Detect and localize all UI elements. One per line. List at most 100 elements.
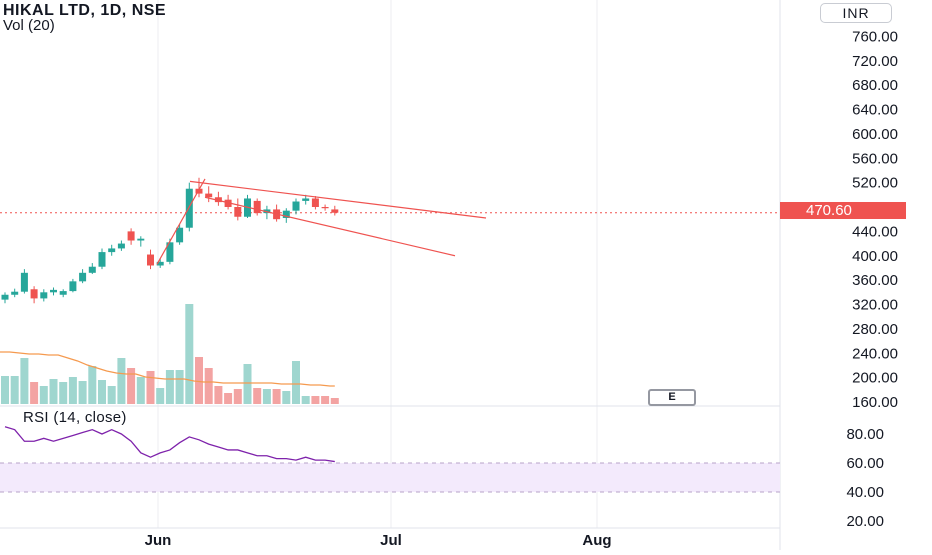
price-tick-label: 280.00 — [852, 321, 898, 338]
axes: 760.00 720.00 680.00 640.00 600.00 560.00 520.… — [145, 28, 898, 549]
volume-bar — [175, 370, 184, 404]
channel-upper-line — [189, 180, 487, 219]
currency-badge[interactable]: INR — [820, 3, 892, 23]
candle-body — [59, 291, 67, 295]
last-price-tag: 470.60 — [780, 202, 906, 219]
volume-bar — [30, 382, 39, 404]
volume-bar — [272, 389, 281, 404]
candle-body — [205, 193, 213, 198]
candle-body — [302, 198, 310, 201]
volume-bar — [262, 389, 271, 404]
candle-body — [108, 248, 116, 253]
rsi-tick-label: 40.00 — [846, 484, 884, 501]
rsi-band — [0, 462, 780, 493]
volume-bar — [301, 396, 310, 404]
candle-body — [282, 210, 290, 218]
volume-ma-line — [0, 351, 335, 387]
candle-body — [321, 207, 329, 209]
candle-body — [88, 266, 96, 273]
price-tick-label: 240.00 — [852, 345, 898, 362]
volume-bar — [292, 361, 300, 404]
volume-bar — [282, 391, 291, 404]
candle-body — [214, 197, 222, 203]
volume-bar — [59, 382, 68, 404]
price-tick-label: 720.00 — [852, 53, 898, 70]
volume-bar — [1, 376, 9, 404]
candle-body — [292, 201, 300, 211]
volume-bar — [330, 398, 339, 404]
impulse-line — [156, 178, 206, 265]
volume-bar — [204, 368, 213, 404]
volume-bar — [243, 364, 252, 404]
volume-bar — [78, 381, 87, 404]
candle-body — [79, 272, 87, 282]
symbol-title: HIKAL LTD, 1D, NSE — [3, 2, 167, 19]
price-tick-label: 640.00 — [852, 102, 898, 119]
volume-bar — [146, 371, 155, 404]
candle-body — [176, 227, 184, 243]
rsi-line — [4, 426, 335, 463]
time-axis-label: Jun — [145, 532, 172, 549]
rsi-indicator-label[interactable]: RSI (14, close) — [23, 409, 127, 426]
volume-ma-path — [0, 351, 335, 387]
volume-bar — [195, 357, 203, 404]
candle-body — [137, 238, 145, 241]
volume-bar — [39, 386, 48, 404]
earnings-event-badge[interactable]: E — [648, 389, 696, 406]
price-tick-label: 200.00 — [852, 370, 898, 387]
rsi-tick-label: 80.00 — [846, 426, 884, 443]
price-tick-label: 520.00 — [852, 175, 898, 192]
volume-bar — [253, 388, 262, 404]
volume-bar — [10, 376, 19, 404]
price-tick-label: 680.00 — [852, 77, 898, 94]
channel-lower-line — [204, 196, 456, 257]
candle-body — [156, 261, 164, 266]
candle-body — [20, 272, 28, 292]
price-tick-label: 320.00 — [852, 297, 898, 314]
price-tick-label: 160.00 — [852, 394, 898, 411]
grid — [0, 0, 781, 550]
candle-body — [166, 242, 174, 262]
rsi-path — [4, 426, 335, 463]
candle-body — [1, 294, 9, 300]
candle-body — [147, 254, 154, 266]
price-tick-label: 560.00 — [852, 150, 898, 167]
candle-body — [117, 243, 125, 249]
candle-body — [98, 252, 106, 267]
volume-bar — [214, 386, 223, 404]
volume-bar — [20, 358, 29, 404]
price-tick-label: 400.00 — [852, 248, 898, 265]
candle-body — [30, 289, 38, 299]
price-tick-label: 440.00 — [852, 223, 898, 240]
candle-body — [11, 291, 19, 295]
volume-bar — [49, 379, 58, 404]
volume-bar — [321, 396, 330, 404]
time-axis-label: Jul — [380, 532, 402, 549]
volume-bar — [136, 377, 145, 404]
volume-bar — [185, 304, 194, 404]
volume-bar — [165, 370, 174, 404]
candle-body — [69, 281, 77, 292]
channel-drawings — [156, 178, 487, 265]
candle-body — [50, 289, 57, 293]
volume-bar — [233, 389, 242, 404]
candle-body — [195, 188, 203, 194]
volume-bar — [107, 386, 116, 404]
volume-bar — [311, 396, 320, 404]
candle-body — [40, 292, 48, 299]
volume-bar — [117, 358, 126, 404]
candle-body — [253, 200, 261, 214]
candle-body — [185, 188, 193, 228]
volume-indicator-label[interactable]: Vol (20) — [3, 17, 55, 34]
rsi-tick-label: 60.00 — [846, 455, 884, 472]
price-tick-label: 760.00 — [852, 28, 898, 45]
candle-body — [234, 207, 242, 217]
candle-body — [224, 199, 232, 207]
volume-bar — [68, 377, 77, 404]
price-tick-label: 360.00 — [852, 272, 898, 289]
rsi-band-fill — [0, 463, 780, 492]
volume-bar — [156, 388, 165, 404]
price-tick-label: 600.00 — [852, 126, 898, 143]
